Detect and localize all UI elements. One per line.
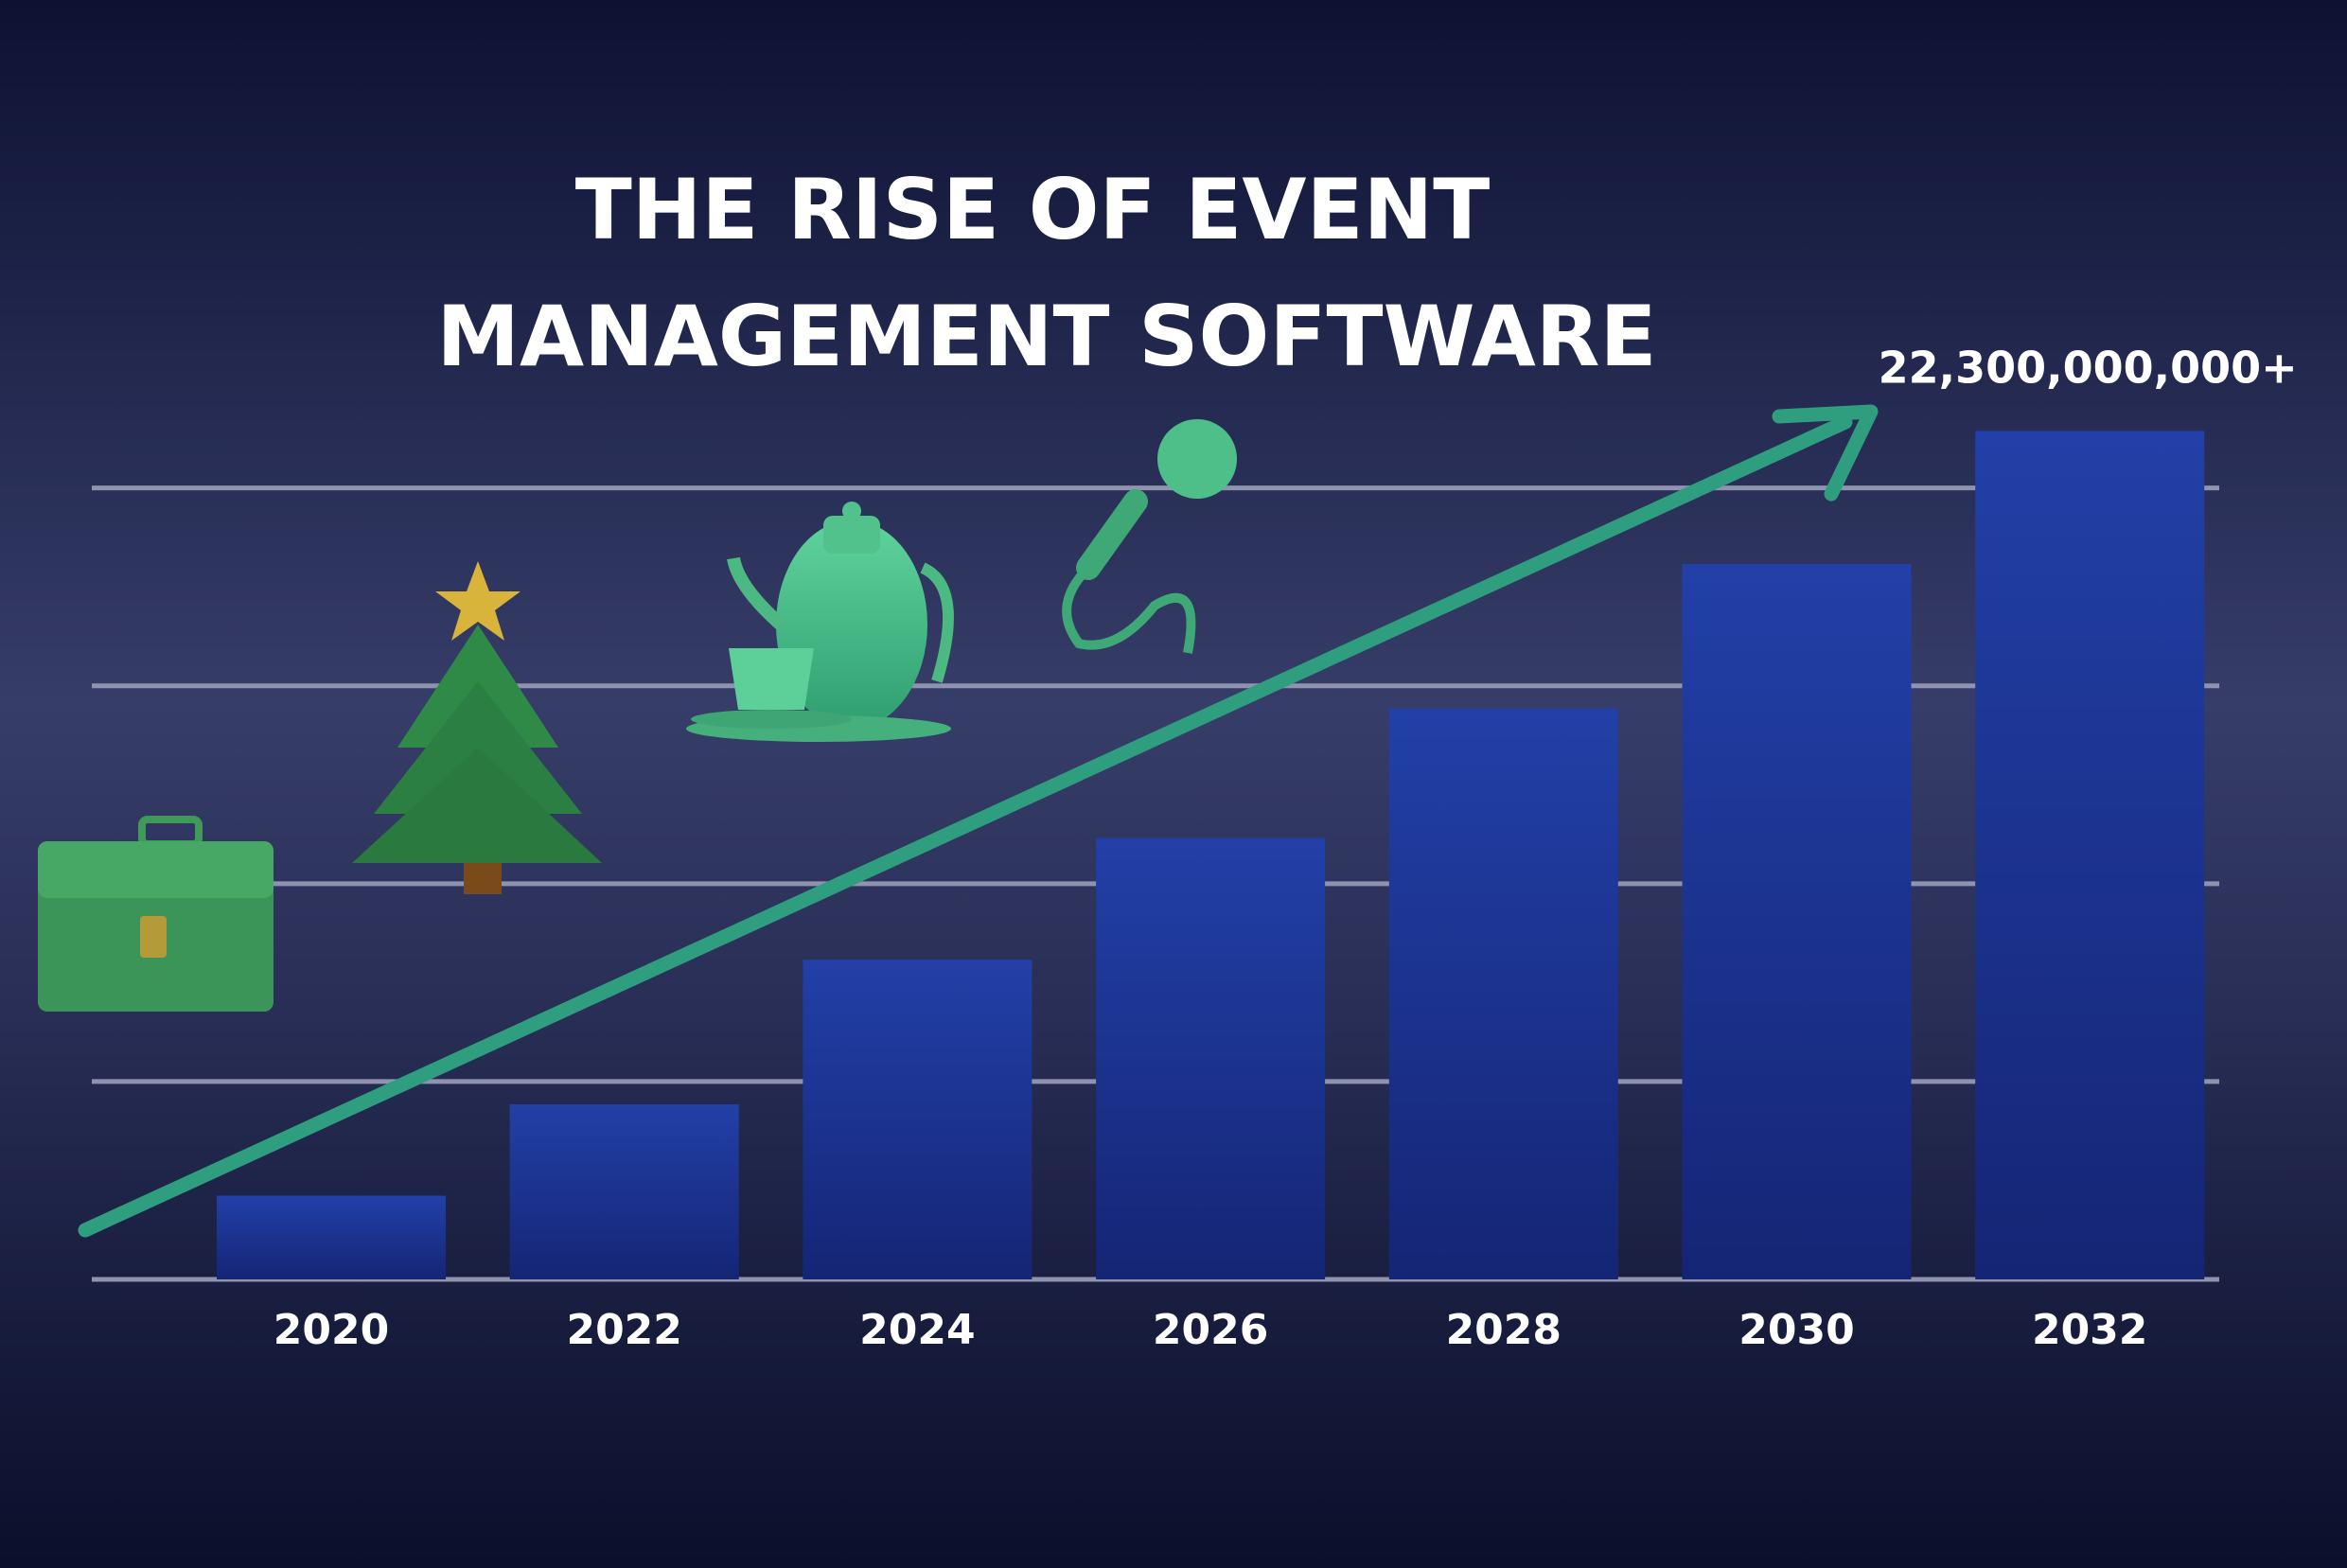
bar bbox=[217, 1195, 446, 1279]
x-tick-label: 2020 bbox=[274, 1306, 389, 1354]
bar bbox=[1388, 708, 1618, 1279]
bar bbox=[509, 1104, 739, 1279]
x-tick-label: 2032 bbox=[2032, 1306, 2147, 1354]
chart-title: THE RISE OF EVENT bbox=[575, 161, 1491, 258]
x-tick-label: 2026 bbox=[1153, 1306, 1268, 1354]
x-tick-label: 2030 bbox=[1738, 1306, 1854, 1354]
x-tick-label: 2024 bbox=[859, 1306, 975, 1354]
trend-arrow bbox=[78, 414, 1853, 1238]
teapot-icon bbox=[686, 502, 954, 742]
bar bbox=[1682, 564, 1912, 1279]
bar bbox=[1975, 431, 2205, 1280]
tree-icon bbox=[352, 561, 602, 894]
chart-title: MANAGEMENT SOFTWARE bbox=[436, 288, 1656, 385]
x-tick-label: 2028 bbox=[1446, 1306, 1562, 1354]
x-tick-label: 2022 bbox=[566, 1306, 681, 1354]
icons bbox=[38, 419, 1237, 1012]
bar bbox=[1096, 837, 1326, 1279]
value-label: 22,300,000,000+ bbox=[1879, 343, 2298, 394]
trend-arrow-head bbox=[1772, 404, 1879, 502]
bar bbox=[803, 960, 1032, 1279]
bars bbox=[217, 431, 2205, 1280]
briefcase-icon bbox=[38, 816, 274, 1012]
microphone-icon bbox=[1062, 419, 1237, 654]
